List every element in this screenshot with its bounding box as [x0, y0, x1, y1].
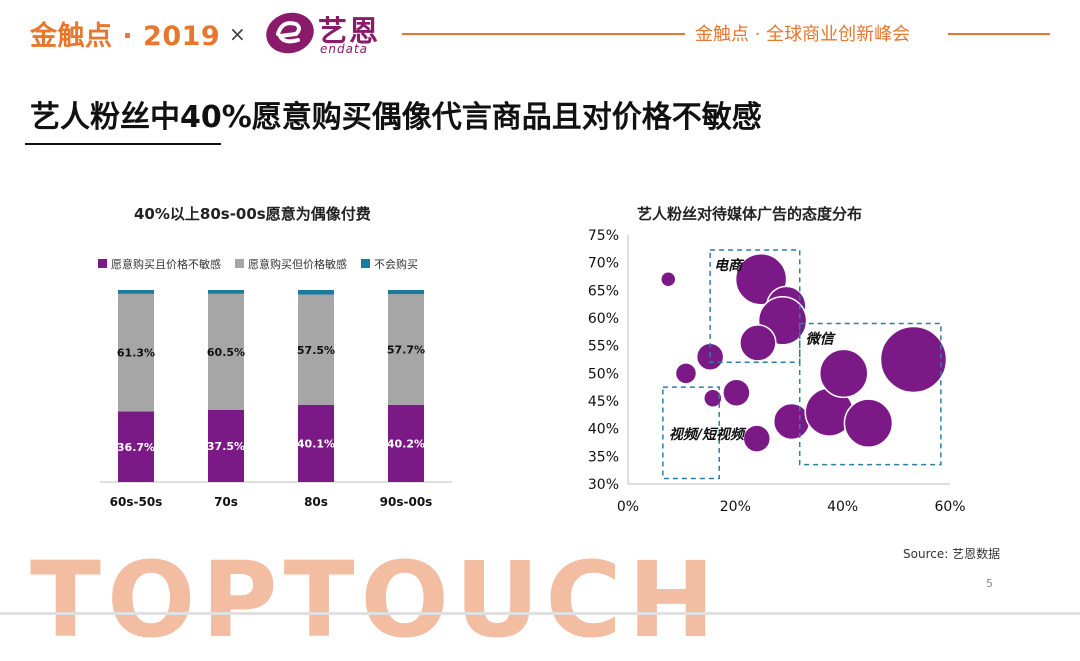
- bubble-9: [742, 424, 772, 453]
- x-tick-label-1: 70s: [214, 495, 238, 509]
- bubble-chart: 30% 35% 40% 45% 50% 55% 60% 65% 70% 75% 0% 20% 40% 60…: [588, 228, 966, 515]
- y-tick-label-6: 60%: [588, 311, 619, 327]
- bubble-chart-title: 艺人粉丝对待媒体广告的态度分布: [637, 205, 863, 223]
- brand-logo-jinchudian: 金触点 · 2019: [30, 21, 221, 52]
- x-tick-label-1: 20%: [720, 499, 751, 515]
- bubble-10: [772, 402, 811, 441]
- bubble-12: [818, 348, 869, 399]
- summit-name: 金触点 · 全球商业创新峰会: [695, 24, 911, 45]
- data-label-0-0: 36.7%: [117, 441, 155, 454]
- legend-swatch-1: [235, 259, 244, 268]
- bar-2-3: [388, 290, 424, 295]
- header-divider-left: [402, 33, 685, 35]
- group-label-1: 微信: [806, 331, 836, 348]
- x-tick-label-0: 60s-50s: [110, 495, 163, 509]
- data-label-1-2: 57.5%: [297, 344, 335, 357]
- y-tick-label-2: 40%: [588, 422, 619, 438]
- x-tick-label-3: 60%: [934, 499, 965, 515]
- legend-label-0: 愿意购买且价格不敏感: [111, 257, 221, 271]
- bubble-13: [843, 398, 894, 448]
- legend-swatch-2: [361, 259, 370, 268]
- bar-1-0: [118, 293, 154, 412]
- times-symbol: ×: [229, 22, 246, 46]
- x-tick-label-0: 0%: [617, 499, 639, 515]
- legend-label-1: 愿意购买但价格敏感: [248, 257, 347, 271]
- y-tick-label-5: 55%: [588, 339, 619, 355]
- y-tick-label-4: 50%: [588, 366, 619, 382]
- source-note: Source: 艺恩数据: [903, 547, 1001, 561]
- bubble-8: [703, 388, 723, 408]
- data-label-1-0: 61.3%: [117, 347, 155, 360]
- x-tick-label-3: 90s-00s: [380, 495, 433, 509]
- y-tick-label-9: 75%: [588, 228, 619, 244]
- group-box-1: [798, 322, 942, 466]
- endata-logo-icon: [266, 12, 314, 54]
- y-tick-label-1: 35%: [588, 449, 619, 465]
- y-tick-label-3: 45%: [588, 394, 619, 410]
- y-tick-label-7: 65%: [588, 283, 619, 299]
- group-box-0: [709, 249, 801, 364]
- data-label-1-1: 60.5%: [207, 346, 245, 359]
- data-label-1-3: 57.7%: [387, 343, 425, 356]
- data-label-0-3: 40.2%: [387, 437, 425, 450]
- data-label-0-2: 40.1%: [297, 438, 335, 451]
- x-tick-label-2: 80s: [304, 495, 328, 509]
- bar-0-3: [388, 404, 424, 482]
- bar-2-1: [208, 290, 244, 294]
- bar-0-0: [118, 411, 154, 482]
- bottom-border: [0, 612, 1080, 615]
- watermark: TOPTOUCH: [30, 539, 721, 661]
- x-tick-label-2: 40%: [827, 499, 858, 515]
- y-tick-label-8: 70%: [588, 256, 619, 272]
- stacked-bar-chart: 愿意购买且价格不敏感 愿意购买但价格敏感 不会购买 36.7% 61.3% 60s-50s…: [98, 257, 452, 509]
- bar-0-2: [298, 405, 334, 482]
- legend-label-2: 不会购买: [374, 257, 418, 271]
- page-number: 5: [986, 577, 993, 590]
- logo-text: 艺恩: [318, 14, 381, 48]
- y-tick-label-0: 30%: [588, 477, 619, 493]
- bubble-0: [660, 271, 677, 288]
- group-label-0: 电商: [714, 257, 745, 274]
- bar-2-0: [118, 290, 154, 294]
- bar-chart-title: 40%以上80s-00s愿意为偶像付费: [134, 205, 371, 223]
- bubble-4: [739, 324, 777, 362]
- bar-0-1: [208, 410, 244, 482]
- header-divider-right: [948, 33, 1050, 35]
- bar-1-3: [388, 294, 424, 405]
- group-label-2: 视频/短视频: [669, 426, 747, 443]
- bar-1-2: [298, 294, 334, 406]
- group-box-2: [662, 386, 720, 480]
- page-title: 艺人粉丝中40%愿意购买偶像代言商品且对价格不敏感: [30, 100, 762, 135]
- legend-swatch-0: [98, 259, 107, 268]
- logo-subtext: endata: [320, 42, 369, 56]
- bar-2-2: [298, 290, 334, 295]
- bubble-7: [722, 378, 751, 407]
- data-label-0-1: 37.5%: [207, 440, 245, 453]
- bubble-14: [879, 325, 948, 394]
- title-underline: [25, 143, 221, 145]
- bar-1-1: [208, 293, 244, 410]
- bubble-6: [674, 362, 698, 385]
